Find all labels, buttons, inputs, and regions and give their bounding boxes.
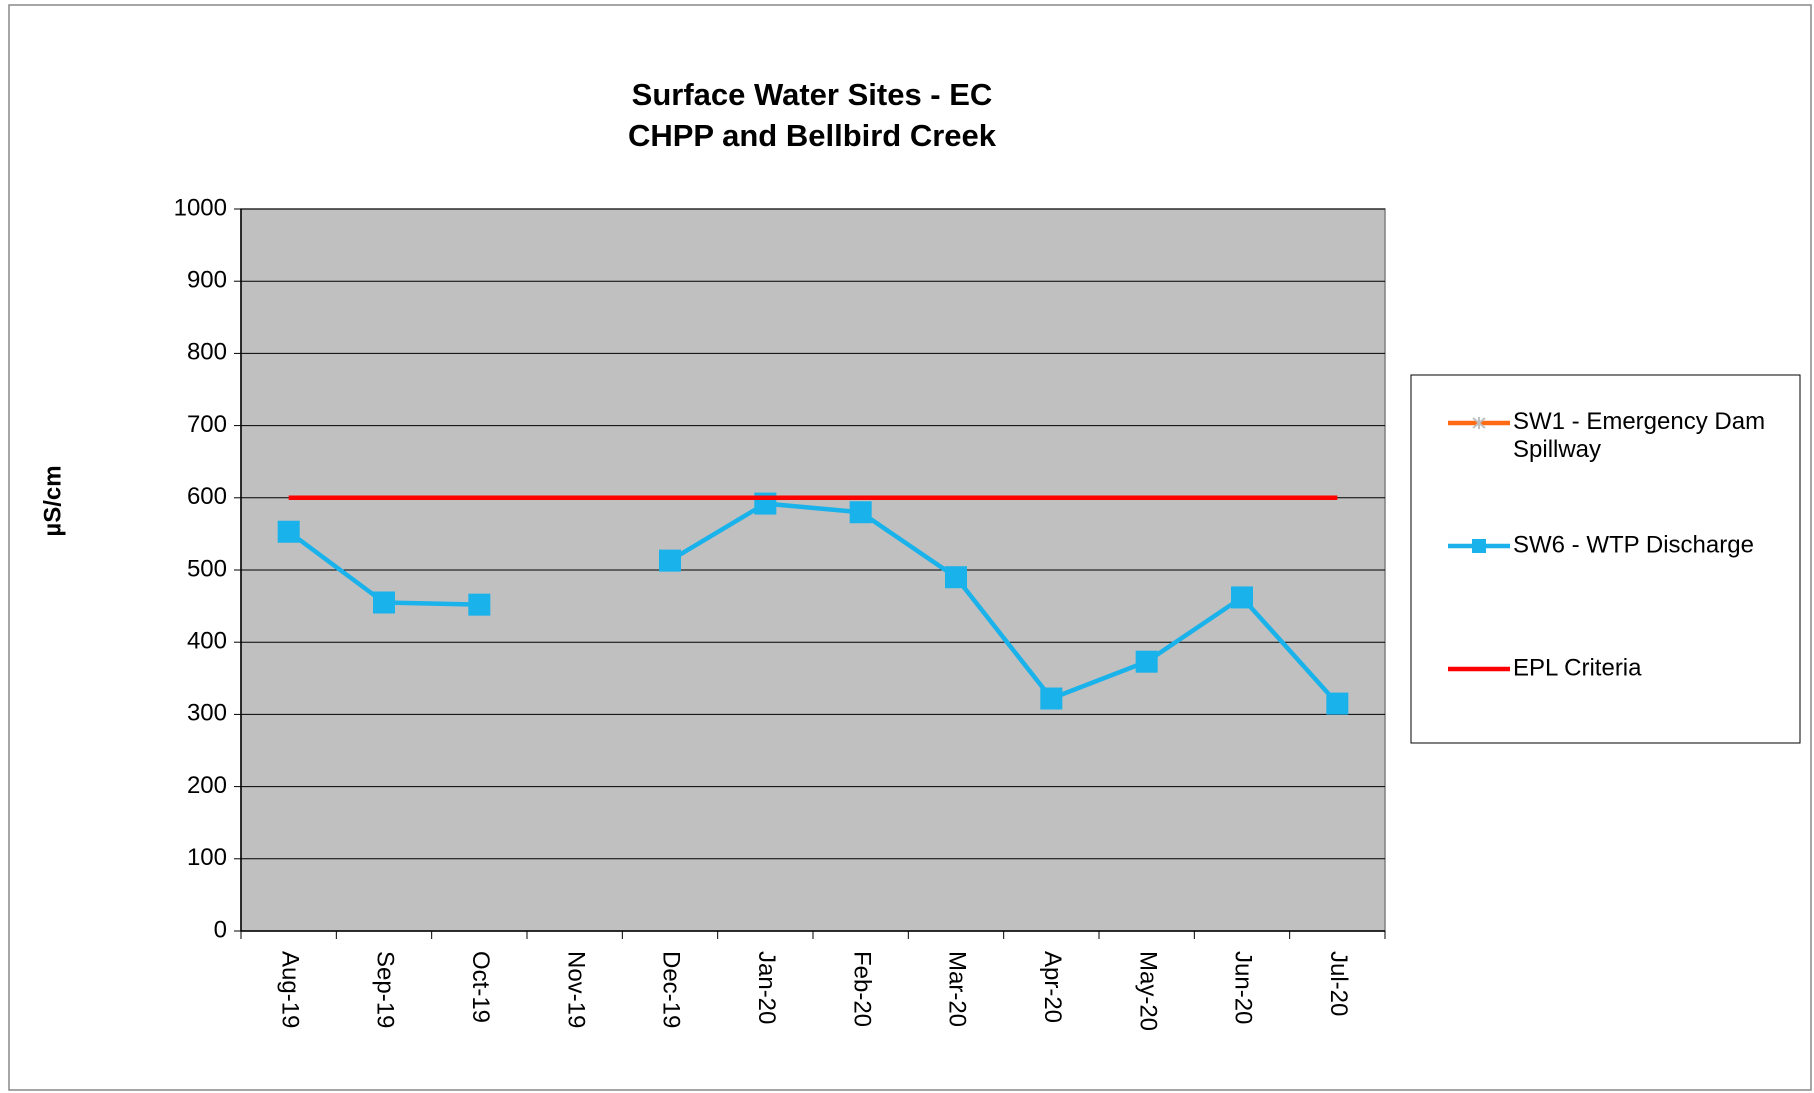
- data-point: [945, 566, 967, 589]
- data-point: [1231, 586, 1253, 609]
- data-point: [659, 549, 681, 572]
- legend-label: SW1 - Emergency Dam Spillway: [1513, 408, 1765, 463]
- legend-label: SW6 - WTP Discharge: [1513, 531, 1754, 558]
- data-point: [1135, 650, 1158, 673]
- y-tick-label: 0: [214, 916, 227, 943]
- legend-marker: [1472, 417, 1486, 429]
- x-tick-label: Jun-20: [1230, 951, 1257, 1024]
- x-tick-label: Oct-19: [467, 951, 494, 1023]
- data-point: [373, 591, 395, 614]
- chart-subtitle: CHPP and Bellbird Creek: [628, 118, 997, 153]
- legend-label-line: SW1 - Emergency Dam: [1513, 408, 1765, 435]
- y-tick-label: 400: [187, 628, 227, 655]
- chart-title: Surface Water Sites - EC: [632, 77, 993, 112]
- y-tick-label: 300: [187, 700, 227, 727]
- y-tick-label: 500: [187, 555, 227, 582]
- x-tick-label: Feb-20: [848, 951, 875, 1027]
- legend-marker: [1472, 539, 1486, 553]
- y-tick-label: 700: [187, 411, 227, 438]
- y-tick-label: 800: [187, 339, 227, 366]
- x-tick-label: Nov-19: [562, 951, 589, 1028]
- x-tick-label: Dec-19: [658, 951, 685, 1028]
- data-point: [1040, 687, 1063, 710]
- x-tick-label: Aug-19: [276, 951, 303, 1028]
- y-tick-label: 600: [187, 483, 227, 510]
- legend-box: [1410, 374, 1801, 744]
- x-tick-label: Apr-20: [1039, 951, 1066, 1023]
- y-axis-label: µS/cm: [39, 465, 66, 536]
- x-tick-label: Sep-19: [372, 951, 399, 1028]
- y-tick-label: 200: [187, 772, 227, 799]
- data-point: [849, 501, 872, 524]
- y-tick-label: 900: [187, 267, 227, 294]
- series: [277, 492, 1349, 715]
- x-tick-label: May-20: [1134, 951, 1161, 1031]
- y-tick-label: 1000: [174, 194, 227, 221]
- data-point: [1326, 692, 1349, 715]
- x-tick-label: Jan-20: [753, 951, 780, 1024]
- y-tick-label: 100: [187, 844, 227, 871]
- x-tick-label: Mar-20: [944, 951, 971, 1027]
- data-point: [277, 520, 300, 543]
- data-point: [468, 593, 491, 616]
- legend-label: EPL Criteria: [1513, 654, 1642, 681]
- legend-label-line: Spillway: [1513, 436, 1601, 463]
- x-tick-label: Jul-20: [1325, 951, 1352, 1016]
